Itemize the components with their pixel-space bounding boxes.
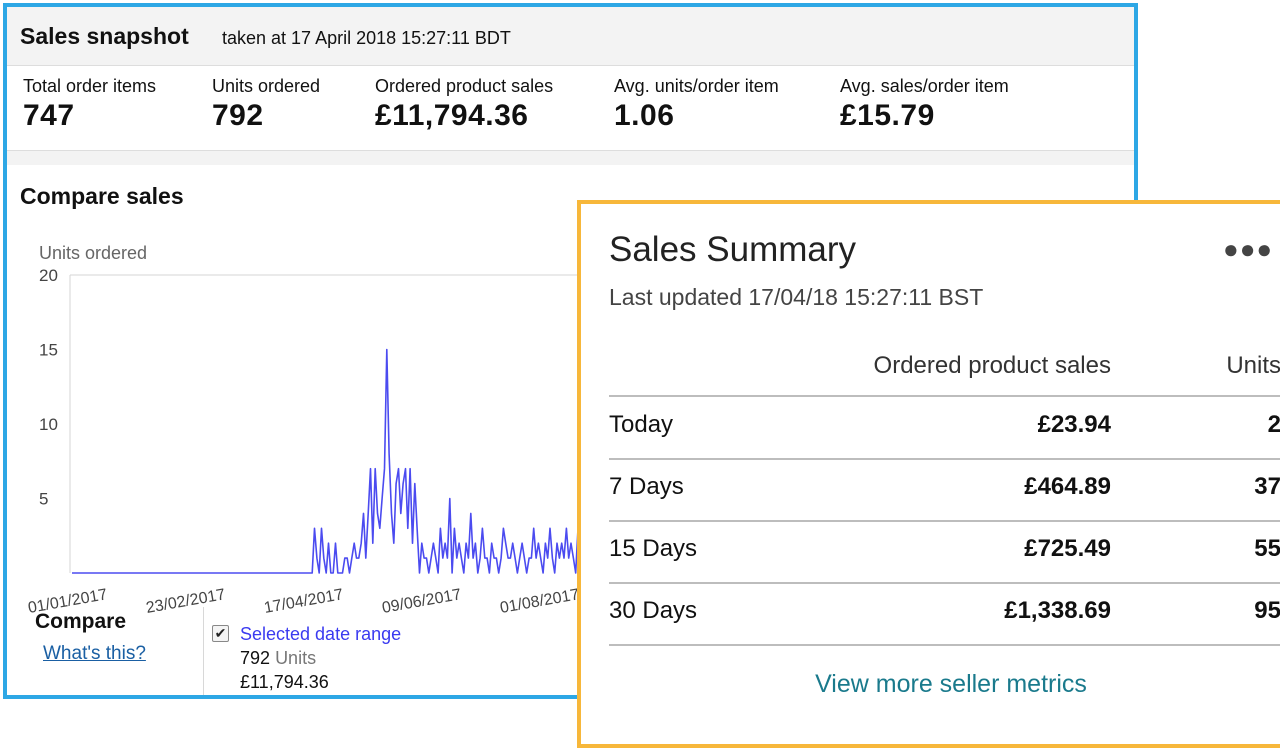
row-units: 55 — [1254, 535, 1280, 562]
view-more-seller-metrics-link[interactable]: View more seller metrics — [815, 670, 1087, 698]
row-sales: £1,338.69 — [1004, 597, 1111, 624]
ellipsis-icon[interactable]: ●●● — [1223, 234, 1274, 264]
row-label: 15 Days — [609, 535, 698, 562]
column-header-units: Units — [1226, 352, 1280, 379]
row-sales: £23.94 — [1037, 411, 1111, 438]
metric-units-ordered: Units ordered 792 — [212, 76, 320, 133]
x-tick-label: 01/08/2017 — [499, 586, 581, 617]
metric-value: 1.06 — [614, 99, 675, 132]
x-tick-label: 09/06/2017 — [381, 586, 463, 617]
snapshot-header: Sales snapshot taken at 17 April 2018 15… — [7, 7, 1134, 66]
divider — [609, 644, 1280, 646]
series-line — [72, 348, 628, 574]
metric-label: Avg. units/order item — [614, 76, 779, 96]
divider — [609, 582, 1280, 584]
sales-summary-panel: Sales Summary ●●● Last updated 17/04/18 … — [577, 200, 1280, 748]
summary-row-30-days: 30 Days £1,338.69 95 — [581, 584, 1280, 646]
divider — [203, 607, 204, 695]
summary-row-today: Today £23.94 2 — [581, 398, 1280, 460]
x-tick-label: 17/04/2017 — [263, 586, 345, 617]
checkmark-icon: ✔ — [214, 625, 227, 641]
row-units: 95 — [1254, 597, 1280, 624]
units-word: Units — [275, 648, 317, 668]
snapshot-timestamp: taken at 17 April 2018 15:27:11 BDT — [222, 28, 511, 48]
metric-value: £11,794.36 — [375, 99, 529, 132]
divider — [609, 520, 1280, 522]
snapshot-metrics: Total order items 747 Units ordered 792 … — [7, 66, 1134, 151]
metric-label: Total order items — [23, 76, 157, 96]
x-tick-label: 23/02/2017 — [145, 586, 227, 617]
metric-value: 747 — [23, 99, 75, 132]
selected-date-range-label: Selected date range — [240, 624, 402, 644]
y-axis-label: Units ordered — [39, 243, 147, 263]
summary-row-7-days: 7 Days £464.89 37 — [581, 460, 1280, 522]
row-label: 7 Days — [609, 473, 684, 500]
column-header-sales: Ordered product sales — [873, 352, 1111, 379]
compare-label: Compare — [35, 610, 127, 633]
units-value: 792 — [240, 648, 271, 668]
metric-total-order-items: Total order items 747 — [23, 76, 156, 133]
divider — [609, 458, 1280, 460]
whats-this-link[interactable]: What's this? — [43, 643, 146, 664]
metric-label: Avg. sales/order item — [840, 76, 1009, 96]
metric-label: Units ordered — [212, 76, 321, 96]
metric-ordered-product-sales: Ordered product sales £11,794.36 — [375, 76, 553, 133]
sales-summary-title: Sales Summary — [609, 230, 857, 269]
row-sales: £464.89 — [1024, 473, 1111, 500]
metric-value: 792 — [212, 99, 264, 132]
y-tick-label: 5 — [39, 490, 48, 509]
metric-label: Ordered product sales — [375, 76, 554, 96]
selected-units: 792 Units — [240, 648, 316, 669]
row-units: 37 — [1254, 473, 1280, 500]
y-tick-label: 10 — [39, 415, 58, 434]
row-units: 2 — [1267, 411, 1280, 438]
selected-sales: £11,794.36 — [240, 672, 329, 692]
metric-avg-sales-per-item: Avg. sales/order item £15.79 — [840, 76, 1009, 133]
compare-sales-title: Compare sales — [20, 183, 184, 209]
last-updated: Last updated 17/04/18 15:27:11 BST — [609, 284, 984, 310]
selected-range-checkbox[interactable]: ✔ — [212, 625, 229, 642]
y-tick-label: 20 — [39, 266, 58, 285]
row-label: 30 Days — [609, 597, 698, 624]
summary-row-15-days: 15 Days £725.49 55 — [581, 522, 1280, 584]
metric-avg-units-per-item: Avg. units/order item 1.06 — [614, 76, 779, 133]
row-sales: £725.49 — [1024, 535, 1111, 562]
snapshot-title: Sales snapshot — [20, 23, 189, 49]
y-tick-label: 15 — [39, 341, 58, 360]
row-label: Today — [609, 411, 674, 438]
metric-value: £15.79 — [840, 99, 935, 132]
divider — [609, 395, 1280, 397]
